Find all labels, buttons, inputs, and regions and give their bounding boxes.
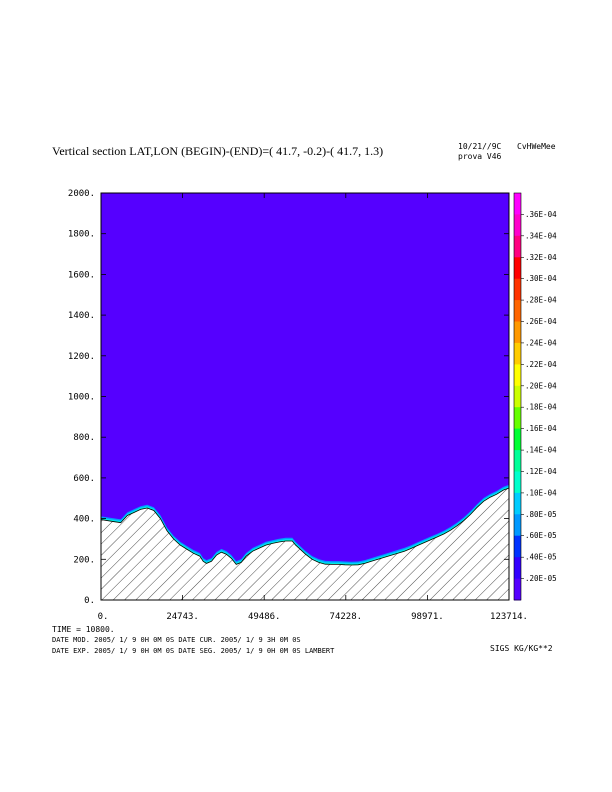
colorbar-swatch xyxy=(514,278,521,301)
date-line-2: DATE EXP. 2005/ 1/ 9 0H 0M 0S DATE SEG. … xyxy=(52,647,335,655)
colorbar-label: .26E-04 xyxy=(525,317,557,326)
colorbar-swatch xyxy=(514,492,521,515)
colorbar-swatch xyxy=(514,578,521,601)
colorbar-label: .30E-04 xyxy=(525,274,557,283)
time-label: TIME = 10800. xyxy=(52,625,115,634)
colorbar-swatch xyxy=(514,342,521,365)
y-tick-label: 200. xyxy=(73,555,95,565)
colorbar-label: .34E-04 xyxy=(525,231,557,240)
colorbar-label: .24E-04 xyxy=(525,338,557,347)
y-tick-label: 1800. xyxy=(68,230,95,240)
colorbar-label: .60E-05 xyxy=(525,531,557,540)
colorbar-label: .20E-04 xyxy=(525,381,557,390)
colorbar-swatch xyxy=(514,257,521,280)
y-tick-label: 800. xyxy=(73,433,95,443)
x-tick-label: 0. xyxy=(98,612,109,622)
colorbar-label: .80E-05 xyxy=(525,510,557,519)
y-tick-label: 1400. xyxy=(68,311,95,321)
y-tick-label: 1000. xyxy=(68,393,95,403)
units-label: SIGS KG/KG**2 xyxy=(490,644,553,653)
x-axis: 0. 24743. 49486. 74228. 98971. 123714. xyxy=(98,193,528,622)
x-tick-label: 74228. xyxy=(330,612,363,622)
colorbar-label: .14E-04 xyxy=(525,446,557,455)
colorbar-frame xyxy=(513,192,522,601)
y-tick-label: 2000. xyxy=(68,189,95,199)
colorbar-swatch xyxy=(514,428,521,451)
x-tick-label: 123714. xyxy=(490,612,528,622)
plot-title: Vertical section LAT,LON (BEGIN)-(END)=(… xyxy=(52,144,384,158)
y-tick-label: 0. xyxy=(84,596,95,606)
colorbar-label: .40E-05 xyxy=(525,553,557,562)
y-tick-label: 400. xyxy=(73,515,95,525)
colorbar-swatch xyxy=(514,407,521,430)
colorbar-swatch xyxy=(514,235,521,258)
colorbar-swatch xyxy=(514,214,521,237)
colorbar-label: .12E-04 xyxy=(525,467,557,476)
colorbar-swatch xyxy=(514,557,521,580)
x-tick-label: 98971. xyxy=(411,612,444,622)
colorbar-label: .32E-04 xyxy=(525,253,557,262)
colorbar-swatch xyxy=(514,471,521,494)
colorbar-swatch xyxy=(514,300,521,322)
colorbar-label: .36E-04 xyxy=(525,210,557,219)
run-name: prova V46 xyxy=(458,152,502,161)
colorbar-label: .10E-04 xyxy=(525,488,557,497)
colorbar-label: .18E-04 xyxy=(525,403,557,412)
colorbar-swatch xyxy=(514,193,521,215)
x-tick-label: 24743. xyxy=(166,612,199,622)
colorbar-swatch xyxy=(514,535,521,558)
date-line-1: DATE MOD. 2005/ 1/ 9 0H 0M 0S DATE CUR. … xyxy=(52,636,301,644)
run-date: 10/21//9C xyxy=(458,142,502,151)
colorbar-label: .20E-05 xyxy=(525,574,557,583)
x-tick-label: 49486. xyxy=(248,612,281,622)
colorbar-swatch xyxy=(514,450,521,472)
terrain-hatched xyxy=(100,487,510,601)
y-tick-label: 1600. xyxy=(68,270,95,280)
y-tick-label: 600. xyxy=(73,474,95,484)
colorbar-label: .16E-04 xyxy=(525,424,557,433)
colorbar-swatch xyxy=(514,364,521,387)
y-axis: 0. 200. 400. 600. 800. 1000. 1200. 1400. 1600. 18… xyxy=(68,189,509,606)
y-tick-label: 1200. xyxy=(68,352,95,362)
colorbar-swatch xyxy=(514,385,521,408)
colorbar-swatch xyxy=(514,321,521,344)
run-code: CvHWeMee xyxy=(517,142,556,151)
colorbar-swatch xyxy=(514,514,521,537)
colorbar-label: .22E-04 xyxy=(525,360,557,369)
colorbar: .36E-04 .34E-04 .32E-04 .30E-04 .28E-04 .26E-… xyxy=(513,192,557,601)
colorbar-label: .28E-04 xyxy=(525,296,557,305)
